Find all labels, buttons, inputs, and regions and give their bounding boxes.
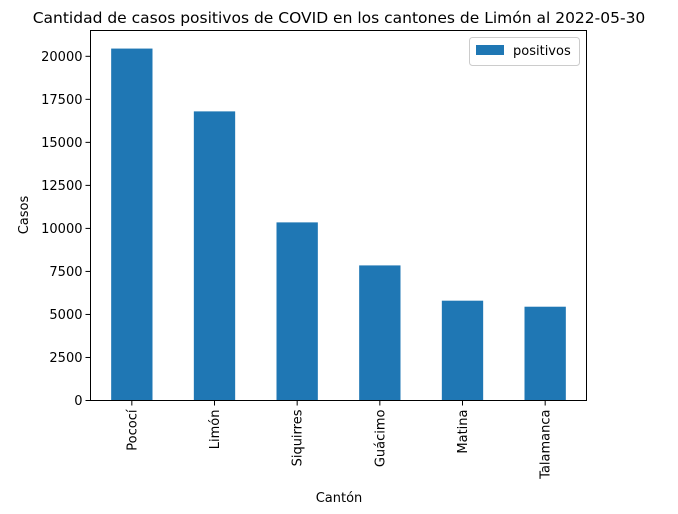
x-axis-label: Cantón xyxy=(316,491,363,506)
x-tick-label: Pococí xyxy=(125,409,140,451)
bar-guácimo xyxy=(359,265,401,401)
y-tick-label: 0 xyxy=(74,394,82,409)
y-tick-label: 15000 xyxy=(41,136,82,151)
bar-siquirres xyxy=(276,222,318,401)
bar-talamanca xyxy=(524,306,566,401)
legend-label: positivos xyxy=(513,44,571,59)
y-tick-label: 20000 xyxy=(41,50,82,65)
y-tick-label: 2500 xyxy=(49,351,82,366)
plot-frame xyxy=(90,30,587,401)
x-tick-label: Guácimo xyxy=(373,409,388,467)
x-tick-label: Limón xyxy=(208,410,223,450)
bar-limón xyxy=(193,111,236,401)
legend: positivos xyxy=(469,37,580,66)
bar-matina xyxy=(441,300,484,401)
bar-pococí xyxy=(111,48,153,401)
chart-title: Cantidad de casos positivos de COVID en … xyxy=(33,9,646,27)
y-tick-label: 10000 xyxy=(41,222,82,237)
x-axis-ticks: Pococí Limón Siquirres Guácimo Matina Talaman… xyxy=(125,400,554,480)
y-tick-label: 17500 xyxy=(41,93,82,108)
bars-group xyxy=(111,48,566,401)
legend-swatch xyxy=(476,45,504,55)
x-tick-label: Matina xyxy=(456,410,471,454)
y-tick-label: 7500 xyxy=(49,265,82,280)
y-tick-label: 5000 xyxy=(49,308,82,323)
x-tick-label: Talamanca xyxy=(539,410,554,480)
y-tick-label: 12500 xyxy=(41,179,82,194)
x-tick-label: Siquirres xyxy=(291,409,306,466)
y-axis-ticks: 0 2500 5000 7500 10000 12500 15000 17500 20000 xyxy=(41,50,91,409)
y-axis-label: Casos xyxy=(17,196,32,235)
legend-frame xyxy=(469,37,580,66)
